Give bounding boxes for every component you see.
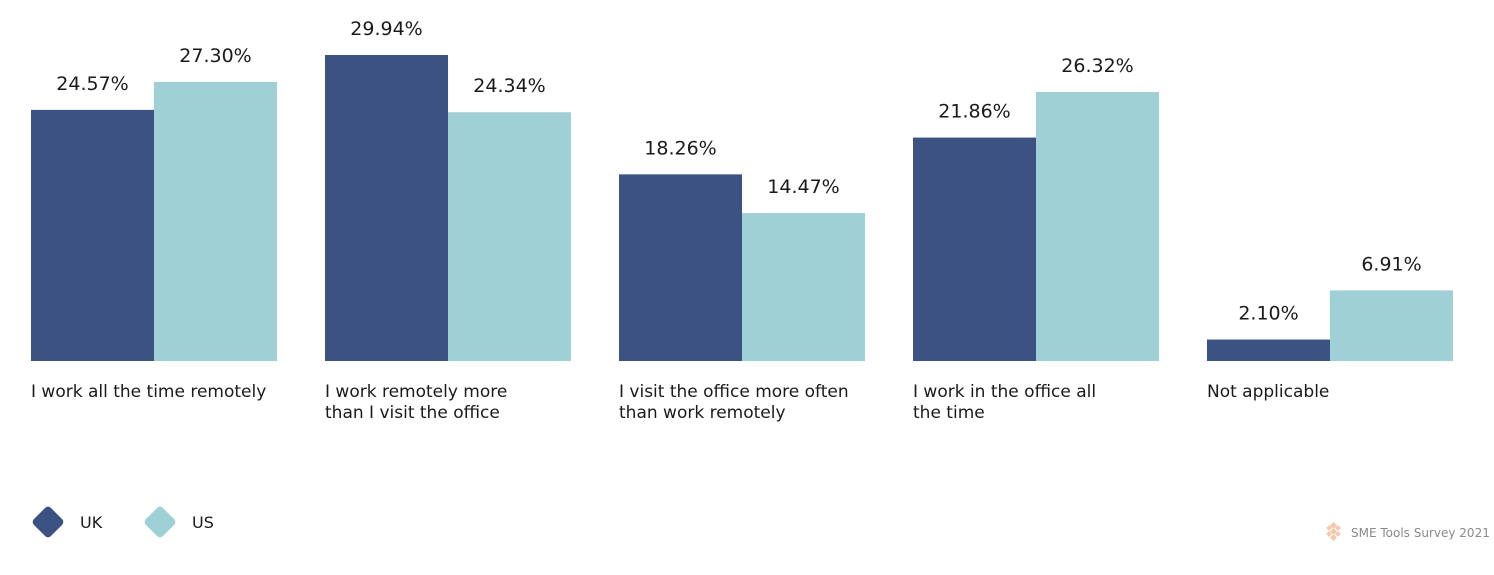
legend-marker-us	[144, 506, 176, 538]
bar-uk-3	[913, 137, 1036, 361]
category-label-3: the time	[913, 403, 985, 423]
category-label-1: I work remotely more	[325, 382, 507, 402]
category-label-1: than I visit the office	[325, 403, 500, 423]
legend: UK US	[32, 506, 214, 538]
bar-uk-4	[1207, 339, 1330, 361]
value-label-us-3: 26.32%	[1061, 55, 1133, 77]
bar-uk-0	[31, 109, 154, 362]
value-label-uk-2: 18.26%	[644, 137, 716, 159]
legend-label-us: US	[192, 513, 214, 532]
bars-layer	[31, 55, 1453, 362]
value-label-uk-0: 24.57%	[56, 73, 128, 95]
legend-marker-uk	[32, 506, 64, 538]
value-label-us-2: 14.47%	[767, 176, 839, 198]
category-label-4: Not applicable	[1207, 382, 1329, 402]
category-labels-layer: I work all the time remotely I work remot…	[31, 382, 1329, 423]
value-label-us-0: 27.30%	[179, 45, 251, 67]
category-label-2: I visit the office more often	[619, 382, 849, 402]
category-label-0: I work all the time remotely	[31, 382, 266, 402]
bar-us-3	[1036, 91, 1159, 362]
category-label-2: than work remotely	[619, 403, 786, 423]
logo-diamond-cluster-icon	[1326, 521, 1341, 542]
value-label-us-4: 6.91%	[1361, 253, 1421, 275]
bar-us-4	[1330, 290, 1453, 361]
value-label-us-1: 24.34%	[473, 75, 545, 97]
bar-uk-2	[619, 174, 742, 361]
value-label-uk-3: 21.86%	[938, 101, 1010, 123]
value-labels-layer: 24.57% 27.30% 29.94% 24.34% 18.26% 14.47% 21.8…	[56, 18, 1421, 325]
value-label-uk-1: 29.94%	[350, 18, 422, 40]
category-label-3: I work in the office all	[913, 382, 1096, 402]
watermark-text: SME Tools Survey 2021	[1351, 526, 1490, 540]
bar-us-0	[154, 81, 277, 361]
value-label-uk-4: 2.10%	[1238, 303, 1298, 325]
bar-us-2	[742, 213, 865, 361]
watermark: SME Tools Survey 2021	[1326, 521, 1490, 542]
bar-uk-1	[325, 55, 448, 361]
bar-us-1	[448, 112, 571, 361]
legend-label-uk: UK	[80, 513, 103, 532]
